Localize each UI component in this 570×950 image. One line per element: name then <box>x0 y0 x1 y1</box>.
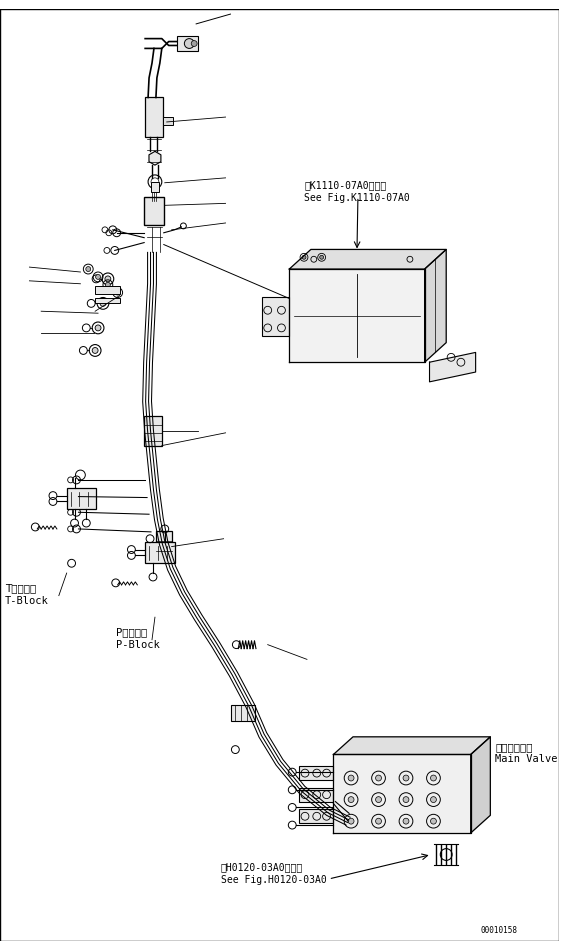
Circle shape <box>320 256 324 259</box>
Circle shape <box>403 818 409 824</box>
Bar <box>299 809 333 823</box>
Text: Pブロック: Pブロック <box>116 627 147 637</box>
Bar <box>299 767 333 780</box>
Circle shape <box>95 325 101 331</box>
Bar <box>151 181 159 192</box>
Text: 第K1110-07A0図参照: 第K1110-07A0図参照 <box>304 180 386 191</box>
Circle shape <box>376 818 381 824</box>
Circle shape <box>191 41 197 47</box>
Circle shape <box>376 797 381 803</box>
Polygon shape <box>333 737 490 754</box>
Circle shape <box>115 290 120 295</box>
Bar <box>299 788 333 802</box>
Circle shape <box>105 282 111 287</box>
Polygon shape <box>333 754 471 833</box>
Bar <box>95 297 120 303</box>
Text: Main Valve: Main Valve <box>495 754 557 765</box>
Text: メインバルブ: メインバルブ <box>495 742 533 751</box>
Text: Tブロック: Tブロック <box>5 583 36 593</box>
Text: 第H0120-03A0図参照: 第H0120-03A0図参照 <box>221 863 303 872</box>
Bar <box>262 296 290 335</box>
Bar <box>177 36 198 51</box>
Polygon shape <box>290 250 446 269</box>
Polygon shape <box>149 151 161 165</box>
Circle shape <box>430 775 437 781</box>
Circle shape <box>430 818 437 824</box>
Text: T-Block: T-Block <box>5 596 48 605</box>
Circle shape <box>302 256 306 259</box>
Text: P-Block: P-Block <box>116 639 160 650</box>
Circle shape <box>348 775 354 781</box>
Bar <box>156 531 172 557</box>
Bar <box>67 487 96 509</box>
Bar <box>145 542 174 563</box>
Circle shape <box>376 775 381 781</box>
Bar <box>144 416 162 446</box>
Circle shape <box>348 797 354 803</box>
Circle shape <box>96 275 100 279</box>
Polygon shape <box>430 352 475 382</box>
Polygon shape <box>290 269 425 362</box>
Circle shape <box>184 39 194 48</box>
Bar <box>163 117 173 124</box>
Bar <box>145 98 163 137</box>
Polygon shape <box>471 737 490 833</box>
Text: 00010158: 00010158 <box>481 926 518 935</box>
Circle shape <box>403 775 409 781</box>
Polygon shape <box>425 250 446 362</box>
Bar <box>144 198 164 225</box>
Circle shape <box>86 267 91 272</box>
Circle shape <box>403 797 409 803</box>
Text: See Fig.H0120-03A0: See Fig.H0120-03A0 <box>221 875 327 884</box>
Text: See Fig.K1110-07A0: See Fig.K1110-07A0 <box>304 194 410 203</box>
Circle shape <box>92 348 98 353</box>
Circle shape <box>105 276 111 282</box>
Circle shape <box>430 797 437 803</box>
Circle shape <box>348 818 354 824</box>
Bar <box>95 286 120 294</box>
Bar <box>231 706 255 721</box>
Circle shape <box>100 300 106 306</box>
